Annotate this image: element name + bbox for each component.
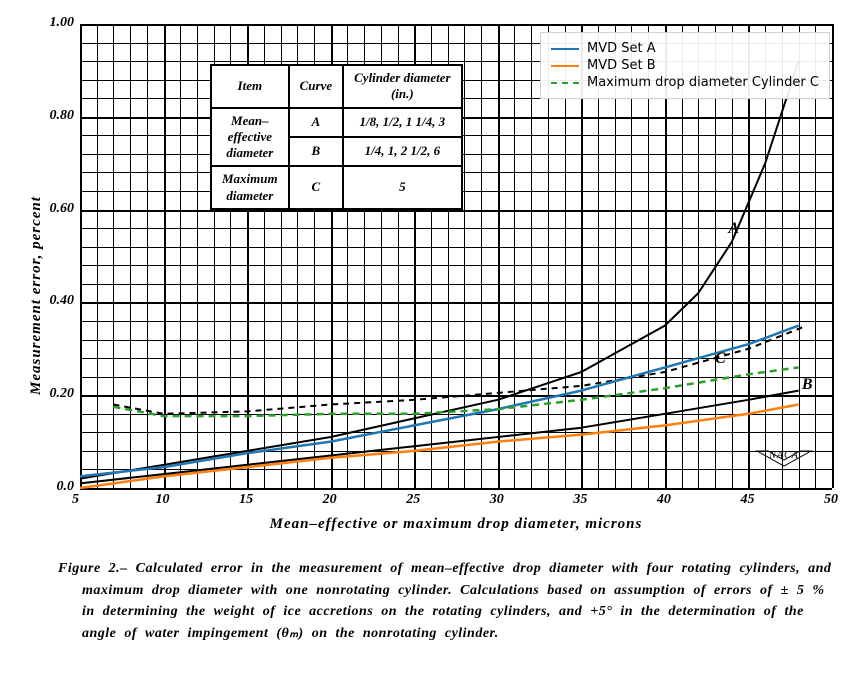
info-table-cell: Mean–effectivediameter [211, 108, 289, 167]
info-table-cell: Maximumdiameter [211, 166, 289, 209]
legend-swatch [551, 48, 579, 50]
y-tick-label: 0.20 [50, 386, 75, 402]
legend: MVD Set A MVD Set B Maximum drop diameter … [540, 32, 830, 99]
curve-black_B [80, 391, 799, 484]
info-table: ItemCurveCylinder diameter(in.) Mean–effe… [210, 64, 463, 210]
figure-caption: Figure 2.– Calculated error in the measu… [40, 558, 854, 645]
legend-swatch [551, 82, 579, 84]
legend-item: Maximum drop diameter Cylinder C [551, 75, 819, 90]
legend-item: MVD Set B [551, 58, 819, 73]
legend-label: MVD Set B [587, 58, 656, 73]
info-table-header: Cylinder diameter(in.) [343, 65, 461, 108]
naca-logo: NACA [755, 448, 813, 470]
legend-label: Maximum drop diameter Cylinder C [587, 75, 819, 90]
x-tick-label: 50 [824, 492, 838, 508]
info-table-cell: B [289, 137, 344, 166]
curve-annotation: C [715, 350, 726, 368]
naca-text: NACA [755, 450, 813, 461]
x-tick-label: 45 [740, 492, 754, 508]
info-table-cell: 1/8, 1/2, 1 1/4, 3 [343, 108, 461, 137]
info-table-cell: 5 [343, 166, 461, 209]
curve-annotation: B [802, 376, 813, 394]
x-tick-label: 20 [323, 492, 337, 508]
x-tick-label: 40 [657, 492, 671, 508]
curve-black_C_dash [113, 326, 807, 414]
x-tick-label: 25 [406, 492, 420, 508]
x-tick-label: 15 [239, 492, 253, 508]
legend-label: MVD Set A [587, 41, 656, 56]
y-tick-label: 0.80 [50, 108, 75, 124]
x-axis-label: Mean–effective or maximum drop diameter,… [80, 516, 832, 533]
y-axis-label: Measurement error, percent [28, 196, 45, 395]
x-tick-label: 35 [573, 492, 587, 508]
info-table-cell: C [289, 166, 344, 209]
y-tick-label: 0.40 [50, 293, 75, 309]
y-tick-label: 0.0 [57, 479, 75, 495]
y-tick-label: 0.60 [50, 201, 75, 217]
legend-item: MVD Set A [551, 41, 819, 56]
chart-container: MVD Set A MVD Set B Maximum drop diameter … [0, 0, 864, 692]
curve-annotation: A [728, 220, 739, 238]
info-table-cell: A [289, 108, 344, 137]
x-tick-label: 10 [156, 492, 170, 508]
info-table-cell: 1/4, 1, 2 1/2, 6 [343, 137, 461, 166]
info-table-header: Curve [289, 65, 344, 108]
info-table-header: Item [211, 65, 289, 108]
curve-mvd_A [80, 326, 799, 477]
x-tick-label: 30 [490, 492, 504, 508]
legend-swatch [551, 65, 579, 67]
y-tick-label: 1.00 [50, 15, 75, 31]
